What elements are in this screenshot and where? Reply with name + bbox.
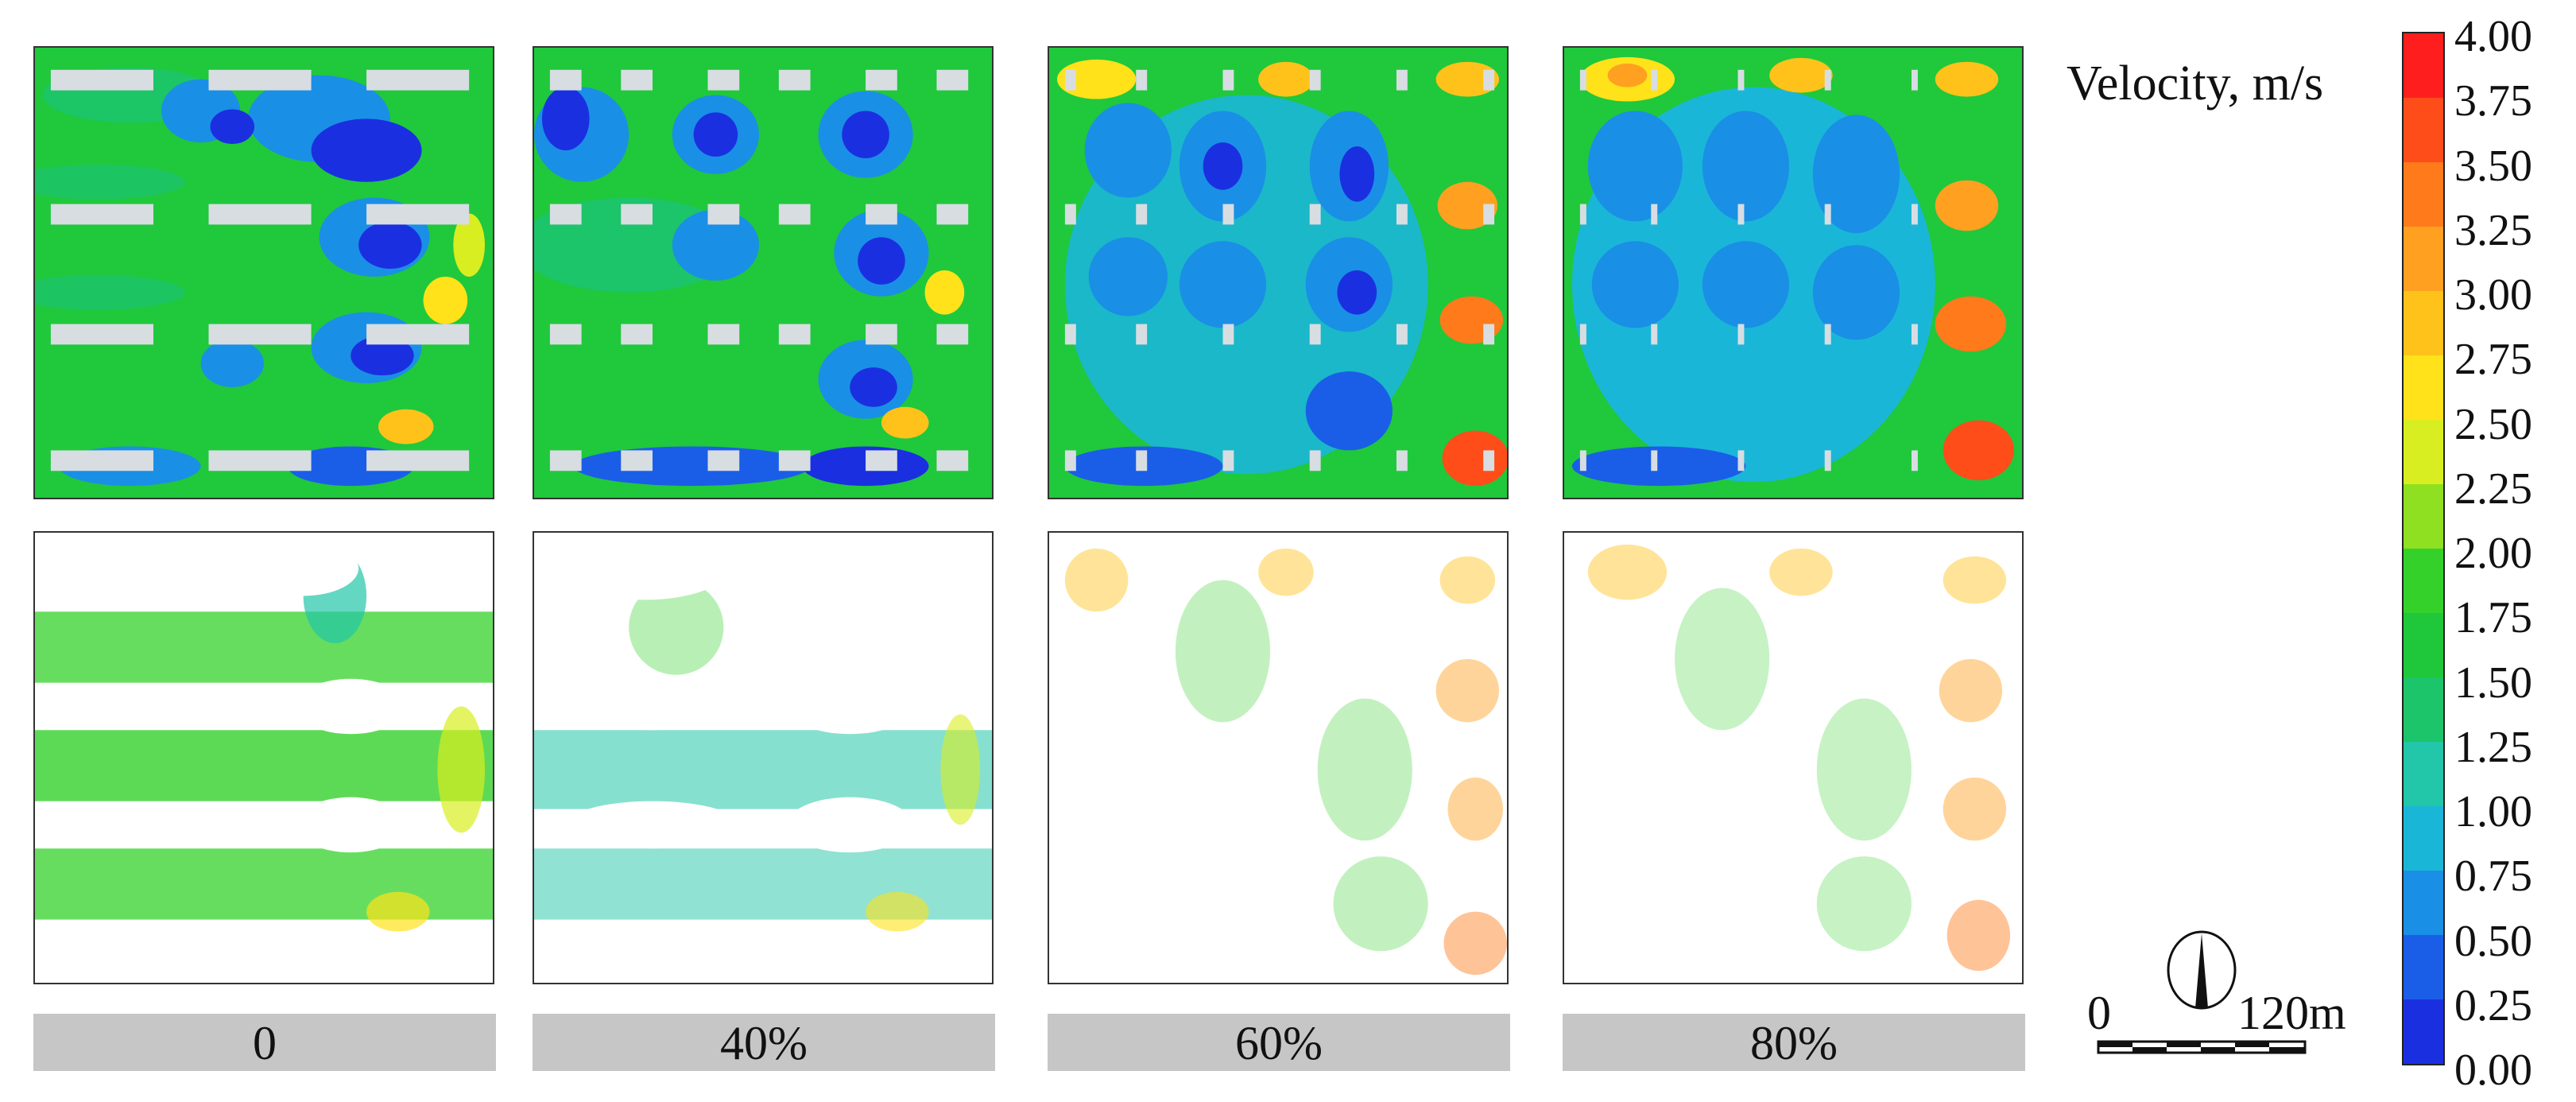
- legend-tick-label: 1.25: [2454, 722, 2532, 772]
- legend-color-segment: [2404, 227, 2443, 291]
- legend-color-segment: [2404, 291, 2443, 355]
- vector-panel-40: [533, 531, 994, 984]
- legend-tick-label: 1.75: [2454, 593, 2532, 643]
- legend-tick-label: 2.00: [2454, 529, 2532, 578]
- scale-start-label: 0: [2087, 987, 2111, 1039]
- legend-color-segment: [2404, 355, 2443, 420]
- legend-tick-label: 0.50: [2454, 916, 2532, 966]
- legend-color-segment: [2404, 98, 2443, 162]
- legend-tick-label: 3.25: [2454, 205, 2532, 255]
- legend-color-segment: [2404, 806, 2443, 871]
- legend-color-segment: [2404, 999, 2443, 1064]
- legend-tick-label: 4.00: [2454, 12, 2532, 61]
- contour-plot-60: [1049, 48, 1507, 498]
- legend-tick-label: 3.75: [2454, 76, 2532, 126]
- legend-color-segment: [2404, 420, 2443, 484]
- legend-color-segment: [2404, 742, 2443, 806]
- panel-label-60: 60%: [1048, 1014, 1510, 1071]
- scale-end-label: 120m: [2237, 987, 2346, 1039]
- contour-panel-0: [33, 46, 494, 499]
- legend-color-segment: [2404, 33, 2443, 98]
- vector-plot-40: [534, 533, 992, 983]
- legend-tick-label: 2.50: [2454, 399, 2532, 449]
- legend-color-segment: [2404, 162, 2443, 227]
- legend-tick-label: 0.25: [2454, 980, 2532, 1030]
- vector-panel-80: [1563, 531, 2024, 984]
- contour-panel-60: [1048, 46, 1509, 499]
- vector-plot-80: [1564, 533, 2022, 983]
- legend-color-segment: [2404, 549, 2443, 613]
- panel-label-40: 40%: [533, 1014, 995, 1071]
- legend-title: Velocity, m/s: [2067, 56, 2324, 111]
- legend-color-segment: [2404, 871, 2443, 935]
- contour-panel-80: [1563, 46, 2024, 499]
- legend-color-segment: [2404, 677, 2443, 742]
- contour-plot-80: [1564, 48, 2022, 498]
- panel-label-0: 0: [33, 1014, 496, 1071]
- legend-color-segment: [2404, 935, 2443, 999]
- legend-tick-label: 3.50: [2454, 141, 2532, 191]
- scale-and-north: 0 120m: [2082, 922, 2346, 1081]
- legend-tick-label: 0.75: [2454, 852, 2532, 902]
- legend-tick-label: 1.00: [2454, 787, 2532, 836]
- contour-panel-40: [533, 46, 994, 499]
- color-legend-bar: [2402, 32, 2445, 1065]
- legend-color-segment: [2404, 613, 2443, 677]
- legend-tick-label: 2.25: [2454, 464, 2532, 514]
- vector-plot-60: [1049, 533, 1507, 983]
- compass-north-arrow-icon: [2097, 930, 2307, 1054]
- legend-tick-label: 0.00: [2454, 1046, 2532, 1095]
- legend-tick-label: 1.50: [2454, 658, 2532, 708]
- legend-tick-label: 2.75: [2454, 335, 2532, 385]
- vector-panel-0: [33, 531, 494, 984]
- vector-panel-60: [1048, 531, 1509, 984]
- legend-tick-label: 3.00: [2454, 270, 2532, 320]
- contour-plot-40: [534, 48, 992, 498]
- legend-color-segment: [2404, 484, 2443, 549]
- vector-plot-0: [35, 533, 493, 983]
- contour-plot-0: [35, 48, 493, 498]
- panel-label-80: 80%: [1563, 1014, 2025, 1071]
